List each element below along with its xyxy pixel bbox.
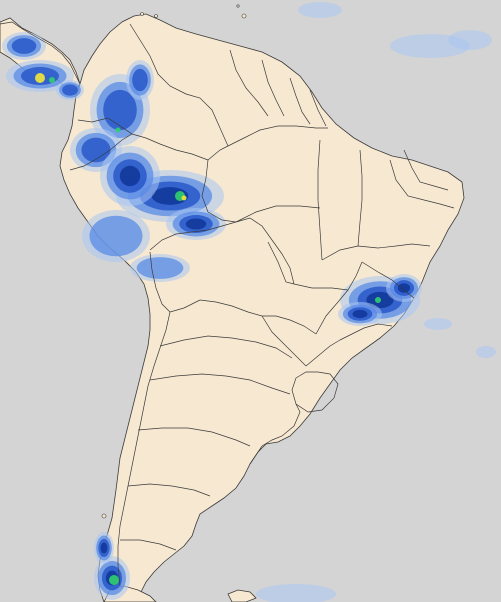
border-peru-brazil [201,159,237,223]
island-grenada [236,4,240,8]
border-colombia-ecuador [77,117,147,139]
caribbean-islands [101,4,247,519]
precip-cell-caribbean-panama-2-2 [62,84,78,96]
precip-cell-atlantic-southeast-1-0 [476,346,496,358]
island-chiloe [101,513,107,519]
precip-zone-peru-coast [82,210,190,282]
border-uruguay [291,371,339,413]
precip-patagonia-core [109,575,119,585]
precip-brazil-core [375,297,381,303]
border-bolivia-brazil [235,217,295,285]
precip-amazon-core-2 [181,195,187,201]
border-argentina-provinces-1 [159,335,293,359]
precip-caribbean-core-2 [49,77,55,83]
border-brazil-north [227,125,328,147]
border-brazil-states-6 [403,149,449,191]
precip-cell-andes-colombia-ecuador-1-2 [81,137,111,163]
border-suriname-guiana [289,77,311,125]
precip-cell-southeast-brazil-2-3 [397,283,411,293]
border-colombia-peru [145,137,209,161]
island-trinidad [241,13,247,19]
border-guyana-suriname [261,59,285,117]
precip-caribbean-core [35,73,45,83]
border-peru-bolivia [149,221,237,251]
border-chile-argentina [117,311,171,587]
precip-cell-peru-coast-1-1 [136,257,184,279]
border-brazil-states-8 [315,261,363,335]
border-brazil-states-5 [389,159,455,209]
island-aruba [140,12,144,16]
precip-cell-caribbean-panama-1-2 [11,38,37,54]
island-curacao [154,14,158,18]
border-bolivia-argentina [169,299,201,313]
border-guiana-brazil [309,89,327,127]
border-ecuador-peru [69,133,133,171]
precip-cell-southern-patagonia-1-3 [100,542,108,554]
border-central-america [0,21,81,85]
border-venezuela-guyana [229,49,269,117]
border-paraguay-brazil [262,315,317,335]
border-brazil-states-9 [361,261,415,299]
precip-zone-atlantic-north [298,2,492,58]
border-colombia-brazil [207,145,229,161]
border-brazil-states-3 [321,243,431,261]
border-argentina-brazil [305,339,341,367]
precip-cell-peru-coast-0-1 [89,215,143,257]
precip-cell-atlantic-north-2-0 [448,30,492,50]
island-south-atlantic [227,589,257,602]
border-colombia-venezuela [129,23,229,147]
border-brazil-states-1 [235,205,321,223]
precip-ecuador-core [115,127,121,133]
precip-cell-andes-colombia-ecuador-2-2 [132,68,148,92]
precip-cell-atlantic-southeast-0-0 [424,318,452,330]
country-borders [0,21,455,587]
border-bolivia-paraguay [199,299,263,317]
precip-cell-southeast-brazil-1-3 [352,309,368,319]
border-chile-bolivia [149,251,171,313]
border-paraguay-argentina [261,315,307,367]
precip-cell-western-amazon-2-3 [185,218,207,230]
border-brazil-states-11 [249,403,301,465]
border-argentina-provinces-3 [137,427,251,447]
south-america-landmass [59,13,465,602]
precip-zone-western-amazon [100,146,226,240]
precip-zone-atlantic-southeast [256,318,496,602]
precip-cell-western-amazon-1-3 [119,165,141,187]
border-brazil-states-4 [357,149,363,247]
precip-cell-atlantic-southeast-2-0 [256,584,336,602]
border-argentina-provinces-4 [127,483,211,497]
border-brazil-states-10 [339,323,393,341]
border-brazil-states-7 [267,241,349,291]
precip-cell-atlantic-north-1-0 [298,2,342,18]
border-argentina-provinces-2 [149,373,291,395]
precip-zone-andes-colombia-ecuador [70,60,154,172]
border-argentina-provinces-5 [120,539,177,551]
border-brazil-states-2 [317,139,323,261]
